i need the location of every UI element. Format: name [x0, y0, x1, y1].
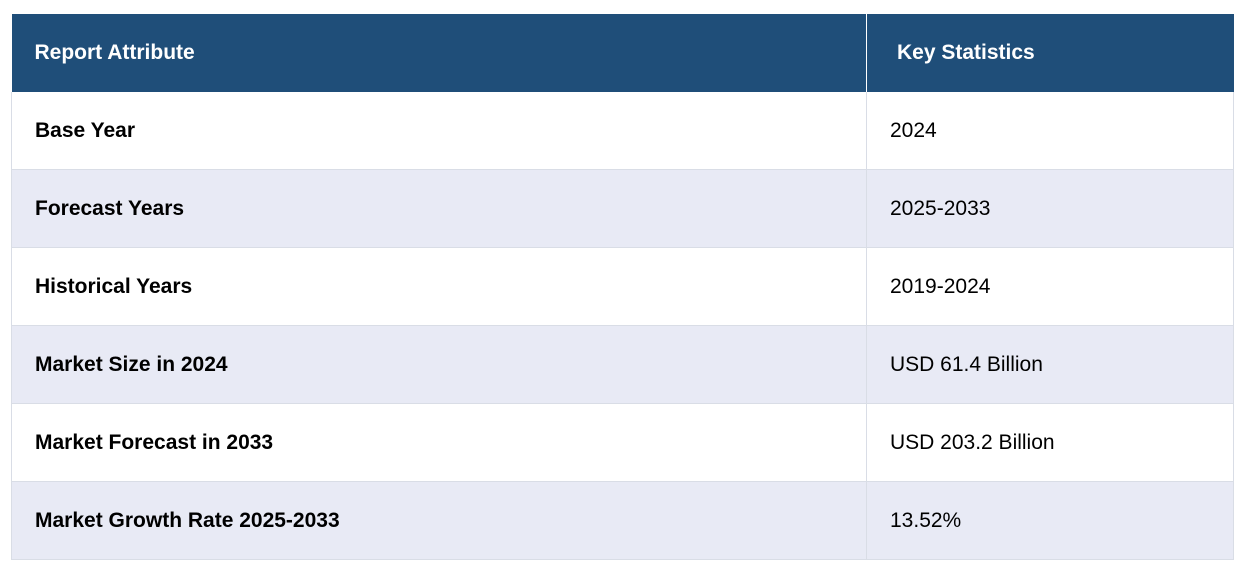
row-attribute: Market Size in 2024 [11, 325, 867, 404]
row-value: 2024 [866, 92, 1234, 170]
header-row: Report Attribute Key Statistics [11, 14, 1234, 92]
table-body: Base Year 2024 Forecast Years 2025-2033 … [11, 92, 1234, 560]
row-value: 2025-2033 [866, 169, 1234, 248]
table-row: Base Year 2024 [11, 92, 1234, 170]
row-attribute: Historical Years [11, 247, 867, 326]
row-value: 13.52% [866, 481, 1234, 560]
table-row: Market Forecast in 2033 USD 203.2 Billio… [11, 403, 1234, 482]
row-value: USD 61.4 Billion [866, 325, 1234, 404]
report-table: Report Attribute Key Statistics Base Yea… [11, 14, 1234, 560]
header-report-attribute: Report Attribute [11, 14, 867, 92]
row-attribute: Forecast Years [11, 169, 867, 248]
row-attribute: Market Growth Rate 2025-2033 [11, 481, 867, 560]
row-value: USD 203.2 Billion [866, 403, 1234, 482]
table-row: Forecast Years 2025-2033 [11, 169, 1234, 248]
row-value: 2019-2024 [866, 247, 1234, 326]
table-row: Market Size in 2024 USD 61.4 Billion [11, 325, 1234, 404]
report-table-container: Report Attribute Key Statistics Base Yea… [11, 14, 1234, 560]
table-header: Report Attribute Key Statistics [11, 14, 1234, 92]
table-row: Market Growth Rate 2025-2033 13.52% [11, 481, 1234, 560]
header-key-statistics: Key Statistics [866, 14, 1234, 92]
row-attribute: Market Forecast in 2033 [11, 403, 867, 482]
table-row: Historical Years 2019-2024 [11, 247, 1234, 326]
row-attribute: Base Year [11, 92, 867, 170]
